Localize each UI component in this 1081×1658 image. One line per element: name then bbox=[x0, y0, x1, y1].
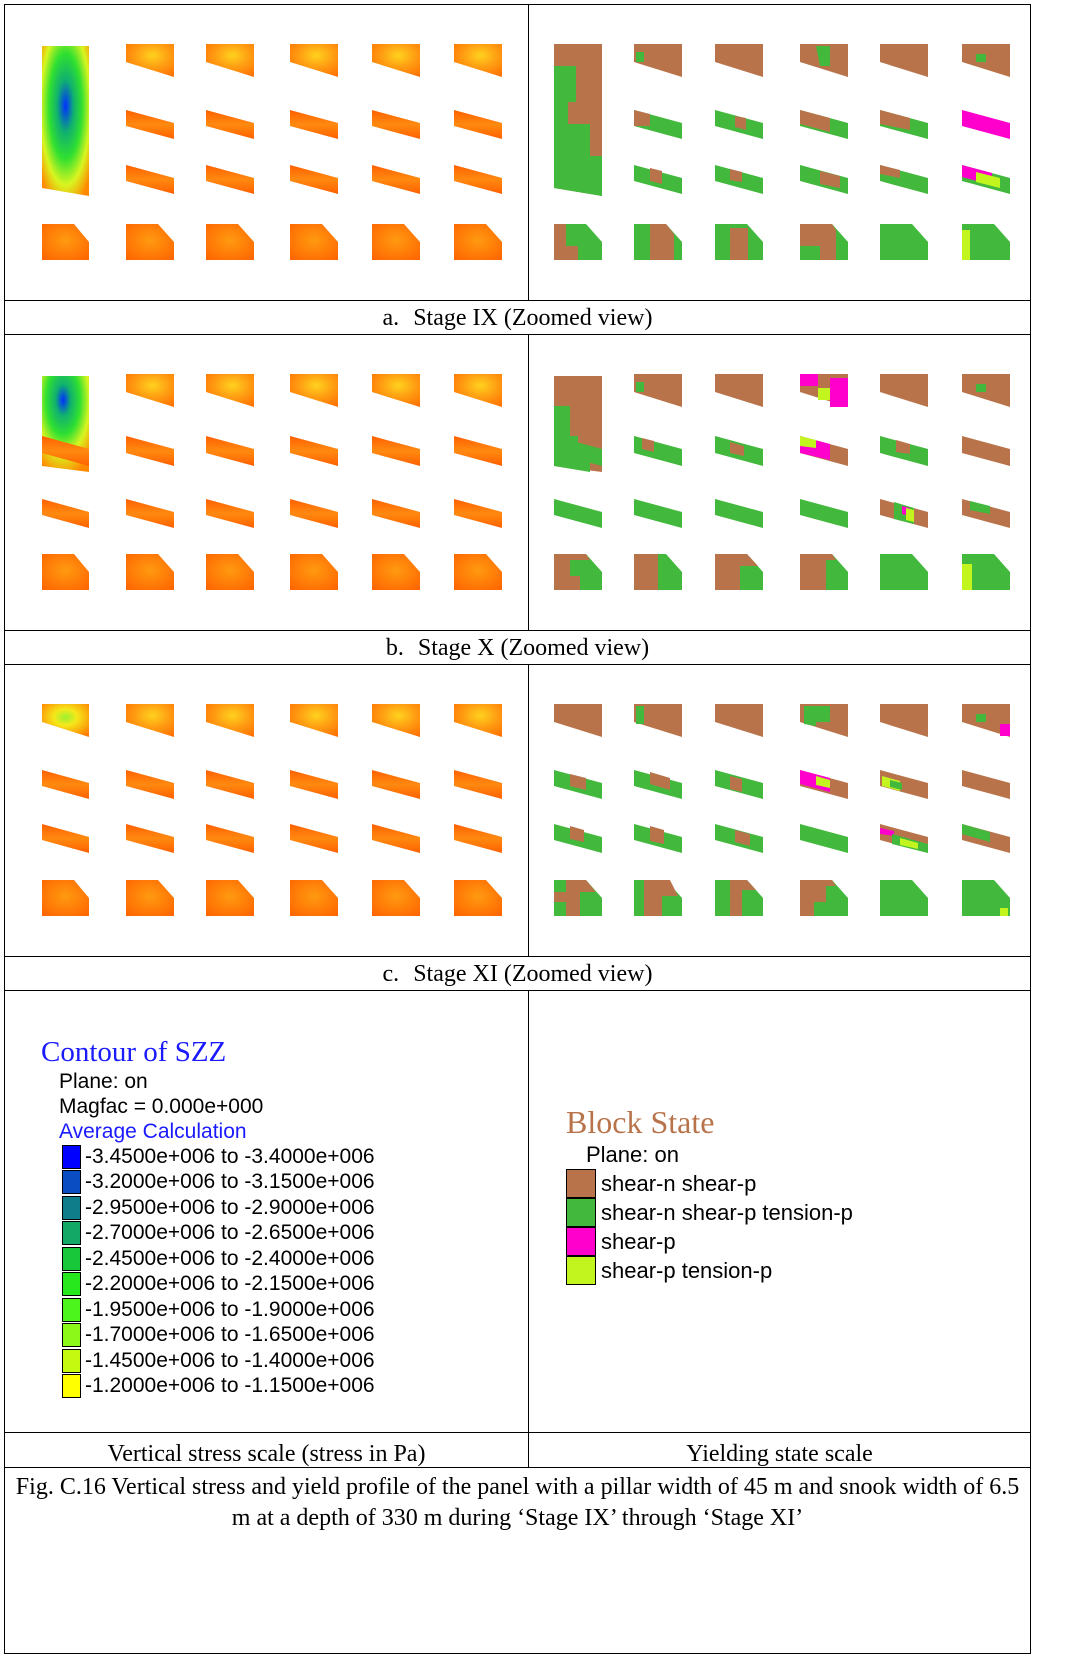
stress-legend-plane: Plane: on bbox=[59, 1070, 148, 1093]
column-divider bbox=[528, 5, 529, 300]
color-swatch bbox=[62, 1323, 81, 1348]
legend-label: -2.2000e+006 to -2.1500e+006 bbox=[85, 1272, 375, 1296]
stress-panel-stage-ix bbox=[6, 6, 526, 298]
row-divider bbox=[5, 630, 1030, 631]
block-legend-items: shear-n shear-p shear-n shear-p tension-p… bbox=[566, 1169, 1026, 1285]
legend-label: shear-p tension-p bbox=[601, 1257, 773, 1283]
color-swatch bbox=[566, 1169, 596, 1198]
stress-legend-calc: Average Calculation bbox=[59, 1120, 247, 1143]
yield-panel-stage-ix bbox=[530, 6, 1028, 298]
block-legend-row: shear-n shear-p bbox=[566, 1169, 1026, 1198]
block-legend-row: shear-p bbox=[566, 1227, 1026, 1256]
legend-label: -1.7000e+006 to -1.6500e+006 bbox=[85, 1323, 375, 1347]
stress-legend-row: -3.4500e+006 to -3.4000e+006 bbox=[41, 1144, 521, 1170]
color-swatch bbox=[62, 1195, 81, 1220]
stress-legend-title: Contour of SZZ bbox=[41, 1036, 227, 1068]
stress-legend-row: -1.4500e+006 to -1.4000e+006 bbox=[41, 1348, 521, 1374]
stress-legend-row: -2.7000e+006 to -2.6500e+006 bbox=[41, 1221, 521, 1247]
yield-panel-stage-xi bbox=[530, 666, 1028, 954]
stress-legend-row: -2.2000e+006 to -2.1500e+006 bbox=[41, 1272, 521, 1298]
block-legend-title: Block State bbox=[566, 1104, 715, 1140]
color-swatch bbox=[62, 1170, 81, 1195]
legend-label: shear-n shear-p tension-p bbox=[601, 1199, 853, 1225]
legend-label: -2.7000e+006 to -2.6500e+006 bbox=[85, 1221, 375, 1245]
stress-legend: Contour of SZZ Plane: on Magfac = 0.000e… bbox=[41, 1035, 521, 1399]
yield-scale-caption: Yielding state scale bbox=[686, 1441, 873, 1467]
block-legend-row: shear-p tension-p bbox=[566, 1256, 1026, 1285]
stress-panel-stage-x bbox=[6, 336, 526, 628]
yield-panel-stage-x bbox=[530, 336, 1028, 628]
legend-label: -3.4500e+006 to -3.4000e+006 bbox=[85, 1144, 375, 1168]
color-swatch bbox=[62, 1297, 81, 1322]
block-legend-plane: Plane: on bbox=[586, 1142, 679, 1167]
legend-label: -1.9500e+006 to -1.9000e+006 bbox=[85, 1297, 375, 1321]
row-divider bbox=[5, 990, 1030, 991]
row-divider bbox=[5, 956, 1030, 957]
stress-legend-row: -2.4500e+006 to -2.4000e+006 bbox=[41, 1246, 521, 1272]
column-divider bbox=[528, 664, 529, 956]
stress-legend-items: -3.4500e+006 to -3.4000e+006 -3.2000e+006… bbox=[41, 1144, 521, 1399]
legend-label: -2.4500e+006 to -2.4000e+006 bbox=[85, 1246, 375, 1270]
stress-legend-row: -1.7000e+006 to -1.6500e+006 bbox=[41, 1323, 521, 1349]
color-swatch bbox=[62, 1221, 81, 1246]
stage-caption-a: a. Stage IX (Zoomed view) bbox=[382, 305, 653, 331]
legend-label: -2.9500e+006 to -2.9000e+006 bbox=[85, 1195, 375, 1219]
stress-legend-magfac: Magfac = 0.000e+000 bbox=[59, 1095, 264, 1118]
block-legend-row: shear-n shear-p tension-p bbox=[566, 1198, 1026, 1227]
row-divider bbox=[5, 1467, 1030, 1468]
stress-legend-row: -2.9500e+006 to -2.9000e+006 bbox=[41, 1195, 521, 1221]
stress-legend-row: -1.9500e+006 to -1.9000e+006 bbox=[41, 1297, 521, 1323]
color-swatch bbox=[62, 1246, 81, 1271]
legend-label: shear-n shear-p bbox=[601, 1170, 757, 1196]
color-swatch bbox=[62, 1144, 81, 1169]
legend-label: -1.2000e+006 to -1.1500e+006 bbox=[85, 1374, 375, 1398]
color-swatch bbox=[566, 1256, 596, 1285]
stress-legend-row: -3.2000e+006 to -3.1500e+006 bbox=[41, 1170, 521, 1196]
row-divider bbox=[5, 1432, 1030, 1433]
legend-label: -1.4500e+006 to -1.4000e+006 bbox=[85, 1348, 375, 1372]
color-swatch bbox=[62, 1348, 81, 1373]
color-swatch bbox=[62, 1272, 81, 1297]
stress-scale-caption: Vertical stress scale (stress in Pa) bbox=[107, 1441, 426, 1467]
color-swatch bbox=[566, 1227, 596, 1256]
column-divider bbox=[528, 334, 529, 630]
stage-caption-b: b. Stage X (Zoomed view) bbox=[385, 635, 650, 661]
stress-panel-stage-xi bbox=[6, 666, 526, 954]
figure-caption: Fig. C.16 Vertical stress and yield prof… bbox=[15, 1474, 1020, 1531]
row-divider bbox=[5, 334, 1030, 335]
legend-label: -3.2000e+006 to -3.1500e+006 bbox=[85, 1170, 375, 1194]
legend-label: shear-p bbox=[601, 1228, 676, 1254]
stage-caption-c: c. Stage XI (Zoomed view) bbox=[382, 961, 653, 987]
color-swatch bbox=[62, 1374, 81, 1399]
column-divider bbox=[528, 990, 529, 1467]
stress-legend-row: -1.2000e+006 to -1.1500e+006 bbox=[41, 1374, 521, 1400]
row-divider bbox=[5, 664, 1030, 665]
figure-table: a. Stage IX (Zoomed view) b. Stage X (Zoom… bbox=[4, 4, 1031, 1654]
block-state-legend: Block State Plane: on shear-n shear-p she… bbox=[566, 1103, 1026, 1285]
color-swatch bbox=[566, 1198, 596, 1227]
row-divider bbox=[5, 300, 1030, 301]
